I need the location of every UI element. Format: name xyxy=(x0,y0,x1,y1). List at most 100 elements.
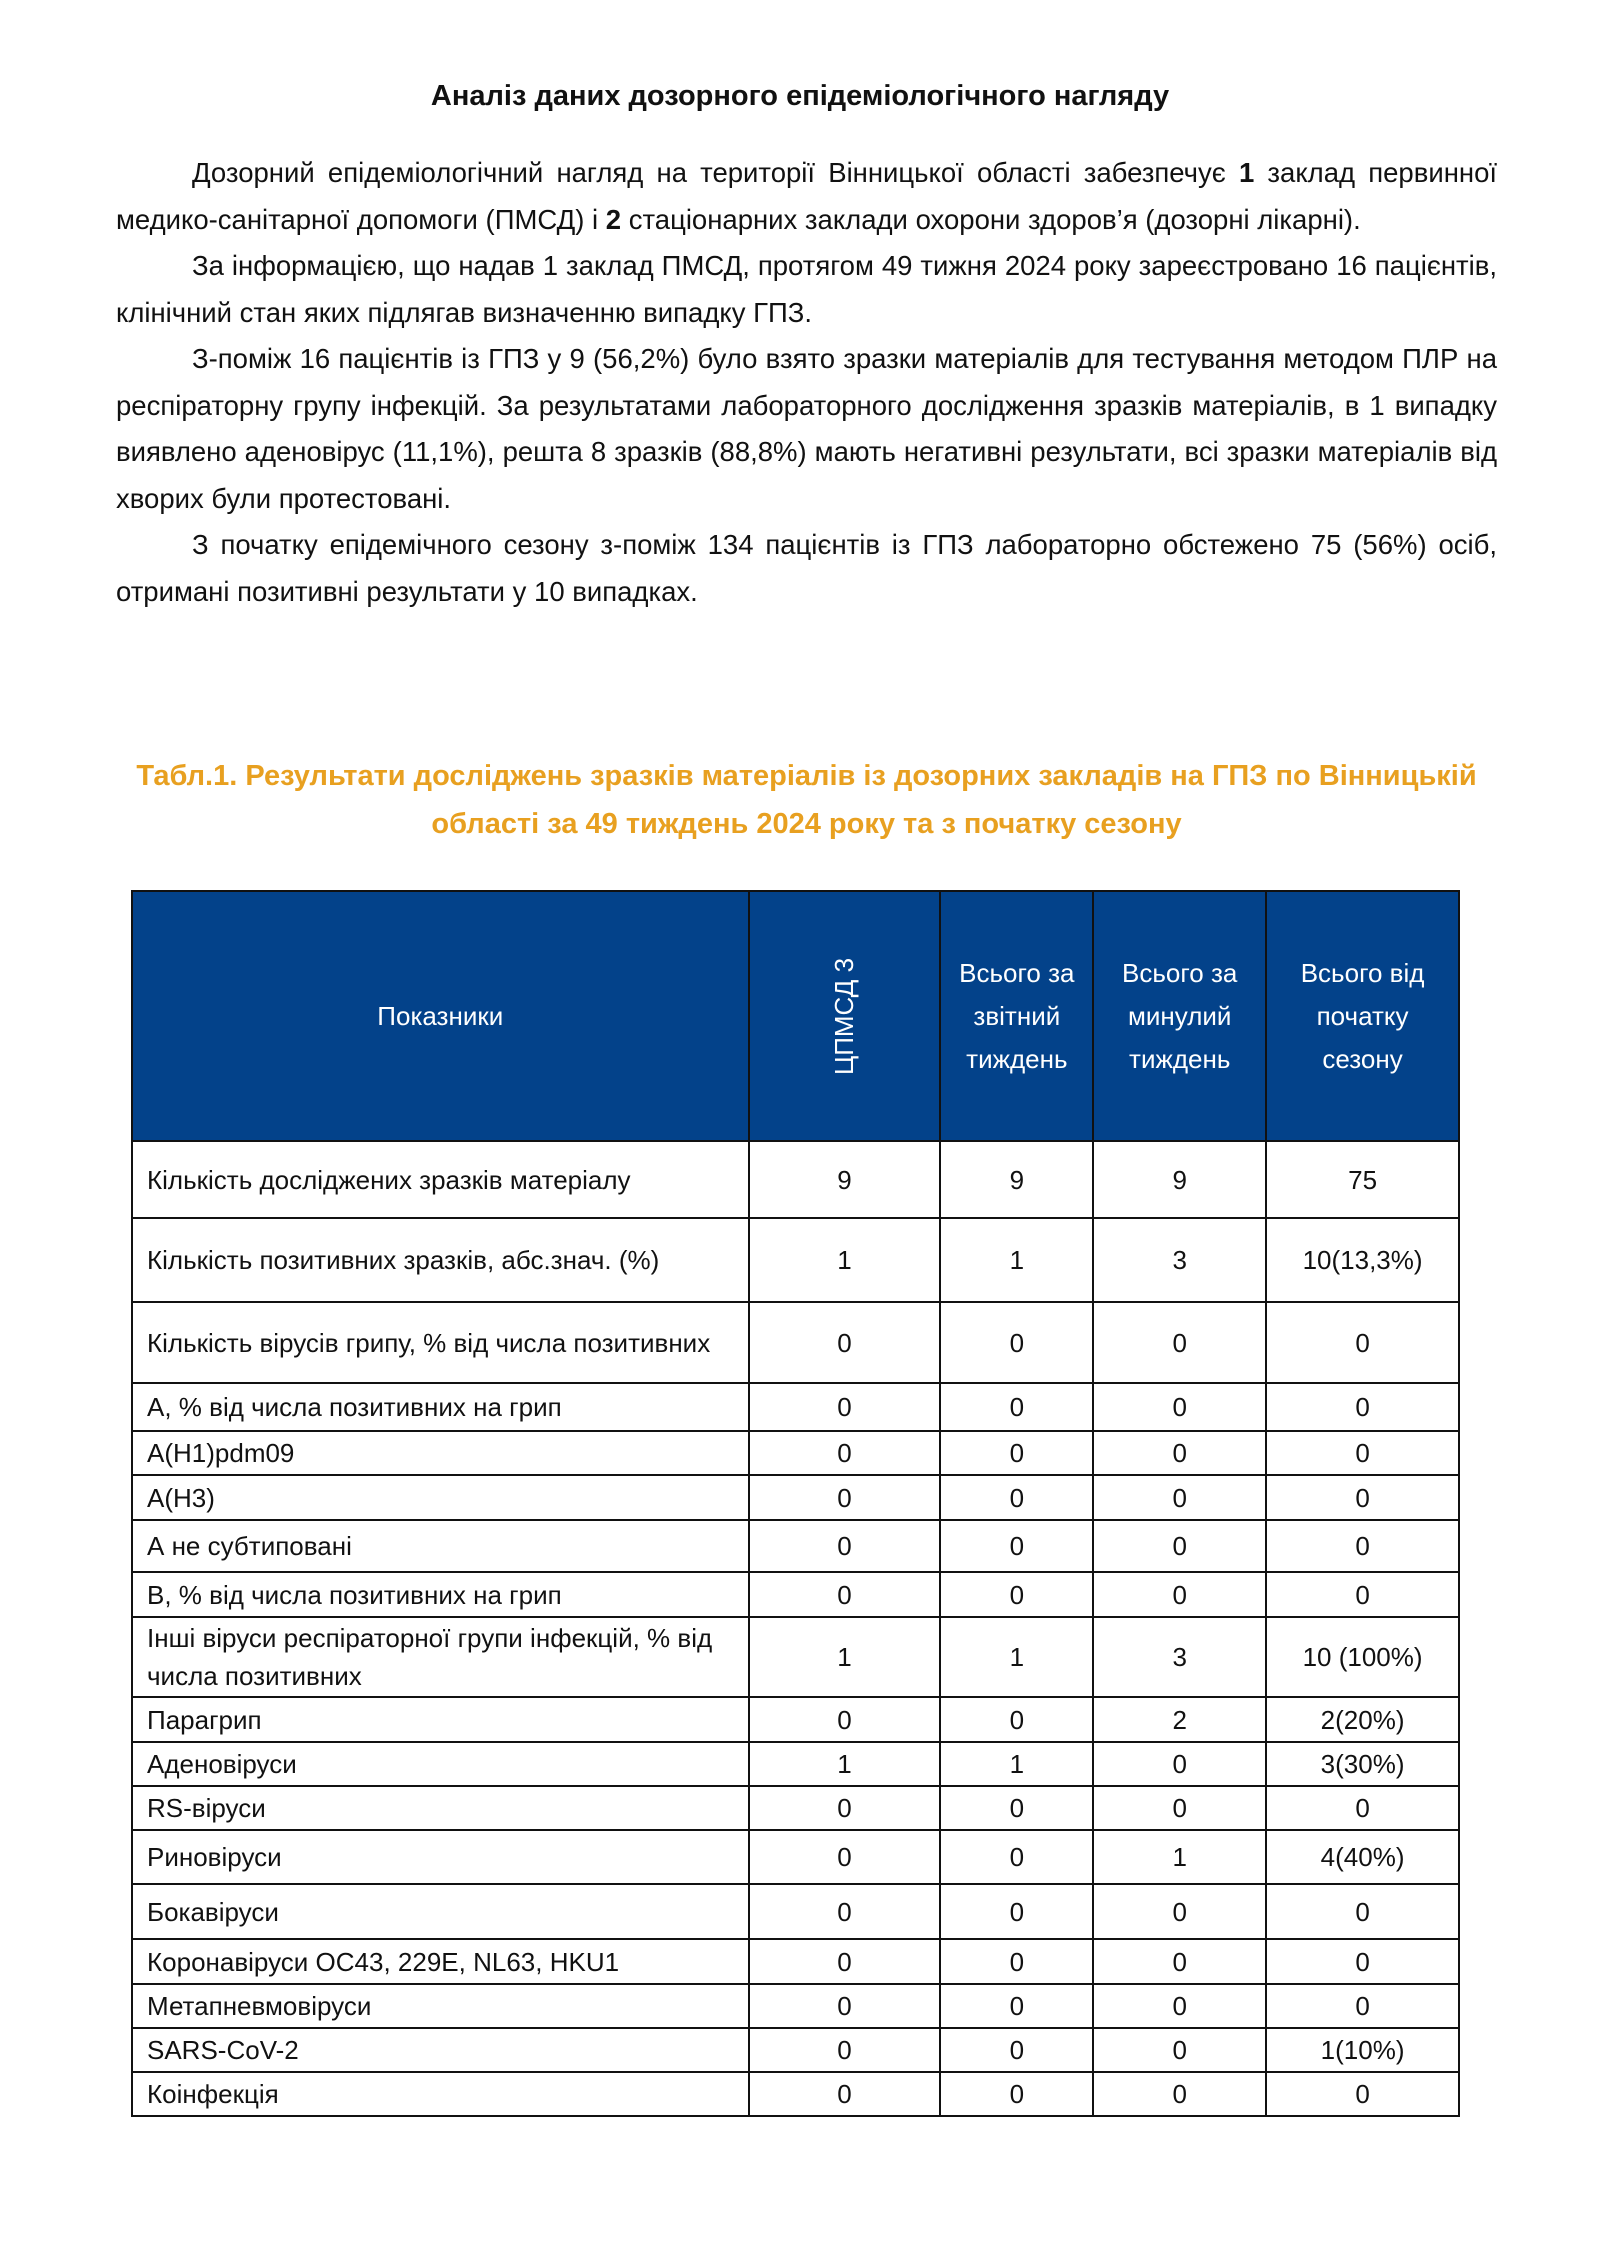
row-label: В, % від числа позитивних на грип xyxy=(131,1571,750,1618)
cell-value: 0 xyxy=(747,1983,942,2029)
table-caption: Табл.1. Результати досліджень зразків ма… xyxy=(136,760,1477,840)
cell-value: 0 xyxy=(747,1519,942,1573)
cell-value: 0 xyxy=(939,2027,1095,2073)
cell-value: 0 xyxy=(1092,1430,1268,1476)
table-row: В, % від числа позитивних на грип 0 0 0 0 xyxy=(131,1571,1460,1618)
cell-value: 0 xyxy=(1092,1382,1268,1432)
cell-value: 0 xyxy=(939,1382,1095,1432)
cell-value: 0 xyxy=(1265,1883,1460,1940)
cell-value: 0 xyxy=(939,1983,1095,2029)
table-row: Коронавіруси ОС43, 229E, NL63, HKU1 0 0 0 0 xyxy=(131,1938,1460,1985)
paragraph-4: З початку епідемічного сезону з-поміж 13… xyxy=(116,529,1497,607)
text-run: заклад первинної медико-санітарної допом… xyxy=(116,157,1498,235)
row-label: А не субтиповані xyxy=(131,1519,750,1573)
cell-value: 4(40%) xyxy=(1265,1829,1460,1885)
cell-value: 0 xyxy=(939,1829,1095,1885)
header-last-week: Всього за минулий тиждень xyxy=(1092,890,1268,1142)
cell-value: 0 xyxy=(1265,1938,1460,1985)
cell-value: 0 xyxy=(1092,1519,1268,1573)
row-label: Кількість вірусів грипу, % від числа поз… xyxy=(131,1301,750,1384)
cell-value: 0 xyxy=(747,1829,942,1885)
row-label: Парагрип xyxy=(131,1696,750,1743)
cell-value: 3 xyxy=(1092,1616,1268,1698)
cell-value: 0 xyxy=(747,1430,942,1476)
row-label: А, % від числа позитивних на грип xyxy=(131,1382,750,1432)
paragraph-1: Дозорний епідеміологічний нагляд на тери… xyxy=(116,150,1497,243)
table-row: Коінфекція 0 0 0 0 xyxy=(131,2071,1460,2117)
cell-value: 0 xyxy=(939,1571,1095,1618)
cell-value: 0 xyxy=(747,1474,942,1521)
table-row: А(Н1)pdm09 0 0 0 0 xyxy=(131,1430,1460,1476)
cell-value: 0 xyxy=(1265,1785,1460,1831)
cell-value: 0 xyxy=(1092,1301,1268,1384)
cell-value: 0 xyxy=(939,1785,1095,1831)
cell-value: 0 xyxy=(939,1430,1095,1476)
cell-value: 9 xyxy=(939,1140,1095,1219)
cell-value: 0 xyxy=(1092,2027,1268,2073)
row-label: RS-віруси xyxy=(131,1785,750,1831)
table-row: Парагрип 0 0 2 2(20%) xyxy=(131,1696,1460,1743)
cell-value: 0 xyxy=(747,1785,942,1831)
cell-value: 0 xyxy=(747,1696,942,1743)
text-run: Дозорний епідеміологічний нагляд на тери… xyxy=(192,157,1239,188)
cell-value: 3 xyxy=(1092,1217,1268,1303)
cell-value: 0 xyxy=(939,2071,1095,2117)
cell-value: 2(20%) xyxy=(1265,1696,1460,1743)
table-row: Кількість позитивних зразків, абс.знач. … xyxy=(131,1217,1460,1303)
table-row: Кількість досліджених зразків матеріалу 9… xyxy=(131,1140,1460,1219)
cell-value: 10(13,3%) xyxy=(1265,1217,1460,1303)
table-row: RS-віруси 0 0 0 0 xyxy=(131,1785,1460,1831)
cell-value: 10 (100%) xyxy=(1265,1616,1460,1698)
cell-value: 0 xyxy=(1092,1474,1268,1521)
cell-value: 0 xyxy=(747,1301,942,1384)
header-this-week: Всього за звітний тиждень xyxy=(939,890,1095,1142)
cell-value: 1 xyxy=(747,1217,942,1303)
cell-value: 3(30%) xyxy=(1265,1741,1460,1787)
table-row: SARS-CoV-2 0 0 0 1(10%) xyxy=(131,2027,1460,2073)
cell-value: 1 xyxy=(939,1217,1095,1303)
cell-value: 0 xyxy=(1092,1741,1268,1787)
cell-value: 1 xyxy=(1092,1829,1268,1885)
cell-value: 0 xyxy=(939,1883,1095,1940)
header-cpmsd: ЦПМСД 3 xyxy=(747,890,942,1142)
results-table: Показники ЦПМСД 3 Всього за звітний тижд… xyxy=(131,890,1460,2117)
table-row: Риновіруси 0 0 1 4(40%) xyxy=(131,1829,1460,1885)
table-row: Інші віруси респіраторної групи інфекцій… xyxy=(131,1616,1460,1698)
bold-number: 2 xyxy=(605,203,622,235)
cell-value: 1 xyxy=(939,1616,1095,1698)
table-row: Бокавіруси 0 0 0 0 xyxy=(131,1883,1460,1940)
cell-value: 0 xyxy=(1265,1430,1460,1476)
row-label: Кількість досліджених зразків матеріалу xyxy=(131,1140,750,1219)
row-label: А(Н1)pdm09 xyxy=(131,1430,750,1476)
cell-value: 0 xyxy=(1265,1474,1460,1521)
table-row: Метапневмовіруси 0 0 0 0 xyxy=(131,1983,1460,2029)
table-row: Кількість вірусів грипу, % від числа поз… xyxy=(131,1301,1460,1384)
paragraph-3: З-поміж 16 пацієнтів із ГПЗ у 9 (56,2%) … xyxy=(116,343,1497,514)
cell-value: 0 xyxy=(1265,1571,1460,1618)
cell-value: 9 xyxy=(1092,1140,1268,1219)
cell-value: 0 xyxy=(747,1938,942,1985)
text-run: стаціонарних заклади охорони здоров’я (д… xyxy=(621,203,1361,235)
row-label: Інші віруси респіраторної групи інфекцій… xyxy=(131,1616,750,1698)
table-row: А, % від числа позитивних на грип 0 0 0 0 xyxy=(131,1382,1460,1432)
cell-value: 0 xyxy=(1092,1983,1268,2029)
cell-value: 75 xyxy=(1265,1140,1460,1219)
table-row: Аденовіруси 1 1 0 3(30%) xyxy=(131,1741,1460,1787)
cell-value: 0 xyxy=(939,1696,1095,1743)
row-label: Аденовіруси xyxy=(131,1741,750,1787)
table-row: А(Н3) 0 0 0 0 xyxy=(131,1474,1460,1521)
cell-value: 1 xyxy=(939,1741,1095,1787)
cell-value: 0 xyxy=(747,2027,942,2073)
row-label: Метапневмовіруси xyxy=(131,1983,750,2029)
cell-value: 0 xyxy=(939,1519,1095,1573)
paragraph-2: За інформацією, що надав 1 заклад ПМСД, … xyxy=(116,250,1497,328)
cell-value: 0 xyxy=(747,1571,942,1618)
cell-value: 0 xyxy=(1092,1571,1268,1618)
cell-value: 0 xyxy=(1265,1983,1460,2029)
cell-value: 0 xyxy=(939,1938,1095,1985)
body-text: Дозорний епідеміологічний нагляд на тери… xyxy=(116,150,1497,615)
cell-value: 1 xyxy=(747,1741,942,1787)
row-label: Риновіруси xyxy=(131,1829,750,1885)
header-season: Всього від початку сезону xyxy=(1265,890,1460,1142)
row-label: А(Н3) xyxy=(131,1474,750,1521)
